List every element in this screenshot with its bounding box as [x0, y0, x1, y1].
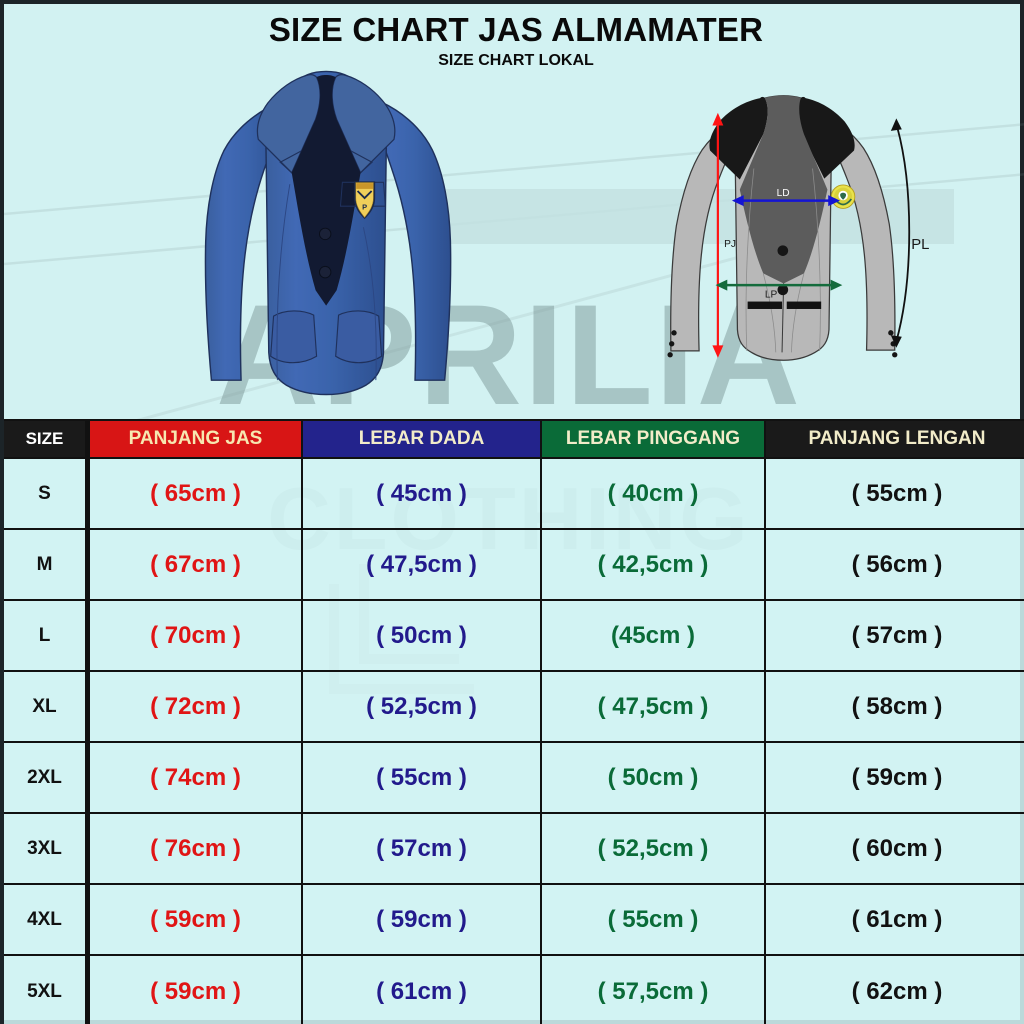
svg-text:PJ: PJ	[724, 239, 736, 250]
svg-text:P: P	[362, 202, 367, 211]
svg-text:LP: LP	[765, 290, 778, 301]
svg-text:PL: PL	[911, 237, 929, 253]
svg-text:LD: LD	[777, 188, 790, 199]
